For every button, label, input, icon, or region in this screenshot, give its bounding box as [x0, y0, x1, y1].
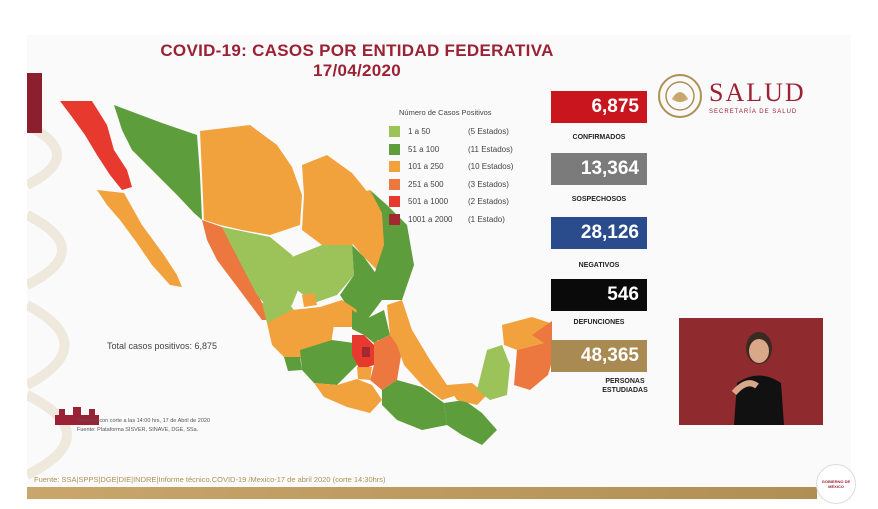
legend-count: (3 Estados) — [468, 179, 509, 189]
mexico-map — [60, 101, 552, 445]
legend-item: 1 a 50 (5 Estados) — [389, 123, 513, 141]
state-michoacan — [300, 340, 357, 385]
legend-swatch — [389, 143, 400, 155]
legend-count: (11 Estados) — [468, 144, 513, 154]
negative-label: NEGATIVOS — [578, 262, 620, 269]
map-legend: Número de Casos Positivos 1 a 50 (5 Esta… — [389, 108, 513, 228]
state-yucatan — [502, 317, 550, 350]
legend-count: (2 Estados) — [468, 197, 509, 207]
state-nuevo-leon — [352, 190, 387, 270]
legend-count: (1 Estado) — [468, 214, 505, 224]
suspected-label: SOSPECHOSOS — [571, 196, 627, 203]
state-guerrero — [314, 379, 382, 413]
state-colima — [284, 357, 302, 371]
brand-subtitle: SECRETARÍA DE SALUD — [709, 109, 798, 115]
footnote-line-2: Fuente: Plataforma SISVER, SINAVE, DGE, … — [77, 427, 199, 433]
legend-range: 251 a 500 — [408, 179, 444, 189]
state-oaxaca — [382, 380, 447, 430]
legend-range: 501 a 1000 — [408, 197, 449, 207]
legend-swatch — [389, 213, 400, 225]
legend-swatch — [389, 196, 400, 208]
title-line-1: COVID-19: CASOS POR ENTIDAD FEDERATIVA — [160, 41, 554, 60]
mexico-seal-icon — [658, 74, 702, 118]
page-title: COVID-19: CASOS POR ENTIDAD FEDERATIVA 1… — [117, 41, 597, 81]
confirmed-value: 6,875 — [551, 91, 647, 123]
state-baja-california — [60, 101, 132, 190]
deaths-label: DEFUNCIONES — [573, 319, 625, 326]
legend-swatch — [389, 126, 400, 138]
state-sinaloa — [202, 220, 274, 320]
state-tabasco — [447, 383, 487, 405]
state-chiapas — [444, 400, 497, 445]
monument-icon — [55, 407, 99, 425]
accent-bar — [27, 73, 42, 133]
state-aguascalientes — [302, 293, 317, 307]
legend-range: 1001 a 2000 — [408, 214, 453, 224]
legend-title: Número de Casos Positivos — [399, 108, 492, 117]
suspected-value: 13,364 — [551, 153, 647, 185]
legend-item: 501 a 1000 (2 Estados) — [389, 193, 513, 211]
legend-swatch — [389, 161, 400, 173]
state-puebla — [370, 335, 402, 390]
state-coahuila — [302, 155, 374, 245]
slide: COVID-19: CASOS POR ENTIDAD FEDERATIVA 1… — [27, 35, 851, 500]
legend-item: 51 a 100 (11 Estados) — [389, 141, 513, 159]
state-veracruz — [387, 300, 457, 400]
state-queretaro — [352, 310, 367, 335]
state-hidalgo — [364, 310, 390, 343]
state-cdmx — [362, 347, 370, 357]
state-san-luis-potosi — [340, 245, 382, 320]
legend-item: 101 a 250 (10 Estados) — [389, 158, 513, 176]
state-quintana-roo — [514, 321, 552, 390]
legend-swatch — [389, 178, 400, 190]
state-chihuahua — [200, 125, 302, 235]
studied-value: 48,365 — [551, 340, 647, 372]
footer-bar — [27, 487, 817, 499]
legend-count: (5 Estados) — [468, 127, 509, 137]
footnote: *Informe con corte a las 14:00 hrs, 17 d… — [77, 417, 210, 435]
state-tamaulipas — [370, 190, 414, 300]
source-text: Fuente: SSA|SPPS|DGE|DIE|INDRE|Informe t… — [34, 475, 386, 484]
state-morelos — [357, 367, 372, 380]
state-guanajuato — [320, 300, 357, 327]
government-badge: GOBIERNO DE MÉXICO — [816, 464, 856, 504]
title-date: 17/04/2020 — [312, 61, 402, 80]
studied-label: PERSONAS ESTUDIADAS — [602, 378, 648, 394]
badge-text: GOBIERNO DE MÉXICO — [821, 479, 851, 489]
negative-value: 28,126 — [551, 217, 647, 249]
state-baja-california-sur — [97, 190, 182, 287]
interpreter-video — [679, 318, 823, 425]
brand-name: SALUD — [709, 78, 806, 107]
footnote-line-1: *Informe con corte a las 14:00 hrs, 17 d… — [77, 418, 210, 424]
state-zacatecas — [292, 245, 354, 303]
legend-range: 1 a 50 — [408, 127, 431, 137]
interpreter-figure — [731, 332, 784, 425]
total-cases: Total casos positivos: 6,875 — [107, 341, 218, 351]
legend-item: 251 a 500 (3 Estados) — [389, 176, 513, 194]
deaths-value: 546 — [551, 279, 647, 311]
state-sonora — [114, 105, 202, 220]
state-durango — [222, 227, 302, 315]
legend-count: (10 Estados) — [468, 162, 514, 172]
state-campeche — [477, 345, 510, 400]
legend-range: 101 a 250 — [408, 162, 444, 172]
confirmed-label: CONFIRMADOS — [572, 134, 626, 141]
legend-item: 1001 a 2000 (1 Estado) — [389, 211, 513, 229]
legend-range: 51 a 100 — [408, 144, 440, 154]
